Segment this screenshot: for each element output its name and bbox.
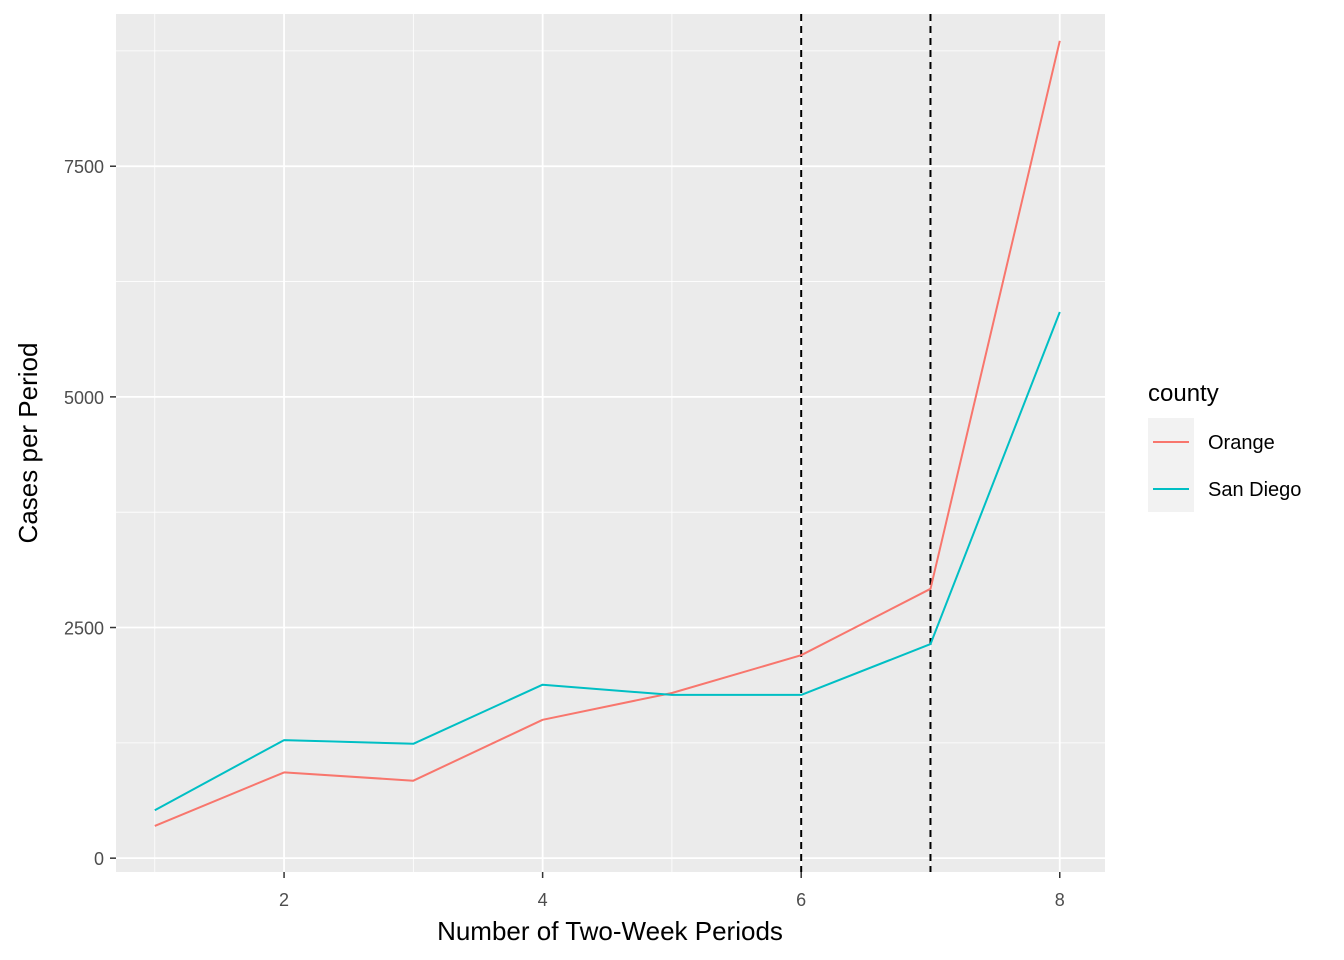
x-tick-label: 8 — [1055, 890, 1065, 910]
legend-key-background — [1148, 418, 1194, 512]
legend: county Orange San Diego — [1148, 380, 1301, 512]
series-line-san-diego — [154, 311, 1061, 812]
y-tick-label: 7500 — [64, 157, 104, 177]
x-tick-label: 2 — [279, 890, 289, 910]
legend-label: San Diego — [1208, 479, 1301, 501]
legend-title: county — [1148, 380, 1219, 407]
x-tick-label: 4 — [538, 890, 548, 910]
series-line-orange — [154, 40, 1061, 827]
x-axis-title: Number of Two-Week Periods — [437, 916, 783, 946]
y-tick-label: 0 — [94, 849, 104, 869]
y-tick-label: 2500 — [64, 619, 104, 639]
y-axis-title: Cases per Period — [13, 343, 43, 544]
major-gridlines — [116, 14, 1105, 872]
panel-background — [116, 14, 1105, 872]
series-lines — [154, 40, 1061, 827]
x-tick-label: 6 — [796, 890, 806, 910]
y-axis: 0 2500 5000 7500 — [64, 157, 116, 869]
x-axis: 2 4 6 8 — [279, 872, 1065, 910]
y-tick-label: 5000 — [64, 388, 104, 408]
legend-label: Orange — [1208, 432, 1275, 454]
reference-lines — [800, 14, 932, 872]
